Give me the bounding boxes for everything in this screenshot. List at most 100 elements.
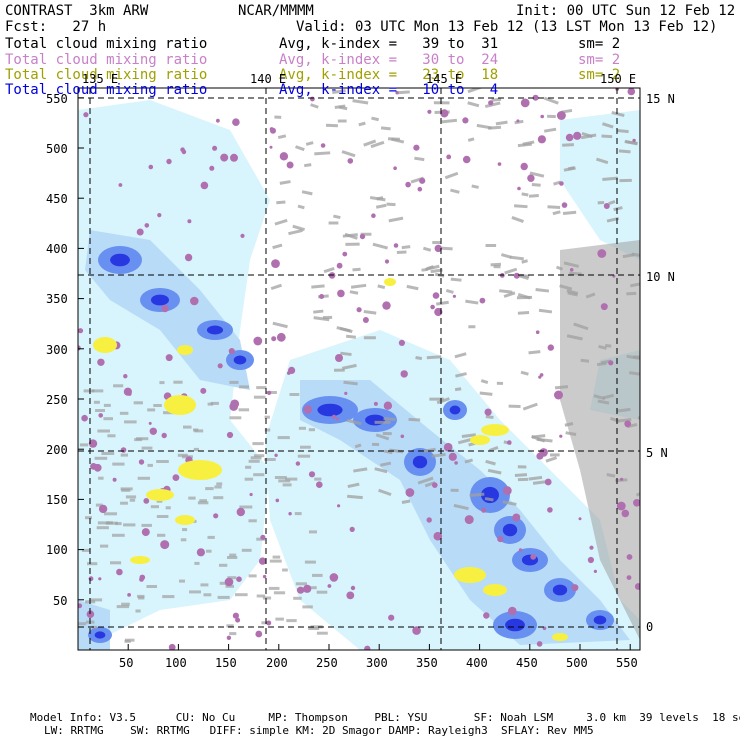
cloud-streak-gray: [495, 120, 508, 126]
cloud-streak-gray: [500, 253, 512, 259]
cloud-streak-gray: [297, 204, 305, 210]
cloud-streak-gray: [193, 447, 199, 451]
y-tick-450: 450: [46, 192, 68, 206]
cloud-streak-gray: [517, 142, 532, 148]
cloud-region-yellow: [481, 424, 509, 436]
cloud-cell-purple: [172, 474, 180, 481]
y-tick-50: 50: [53, 594, 68, 608]
cloud-cell-purple: [138, 459, 145, 465]
cloud-streak-gray: [293, 596, 302, 600]
cloud-streak-gray: [349, 290, 359, 295]
cloud-streak-gray: [87, 562, 98, 566]
cloud-streak-gray: [173, 380, 183, 384]
cloud-streak-gray: [203, 593, 212, 597]
cloud-streak-gray: [206, 549, 212, 553]
cloud-streak-gray: [316, 631, 328, 635]
cloud-streak-gray: [248, 519, 257, 523]
cloud-cell-purple: [98, 577, 102, 581]
cloud-streak-gray: [354, 443, 362, 449]
cloud-cell-purple: [547, 344, 554, 351]
cloud-streak-gray: [136, 437, 149, 441]
cloud-streak-gray: [147, 408, 156, 412]
cloud-streak-gray: [545, 456, 558, 463]
cloud-cell-purple: [136, 228, 144, 236]
cloud-streak-gray: [595, 157, 609, 165]
cloud-streak-gray: [227, 556, 238, 559]
cloud-streak-gray: [484, 101, 501, 109]
cloud-streak-gray: [119, 411, 129, 415]
legend-range-3: Avg, k-index = 23 to 18: [279, 67, 499, 83]
cloud-streak-gray: [153, 404, 162, 407]
cloud-streak-gray: [256, 594, 266, 598]
cloud-cell-purple: [432, 482, 438, 488]
cloud-cell-purple: [297, 586, 305, 594]
cloud-cell-purple: [112, 477, 117, 482]
cloud-cell-purple: [559, 181, 564, 186]
legend-range-2: Avg, k-index = 30 to 24: [279, 52, 499, 68]
cloud-streak-gray: [141, 523, 152, 527]
cloud-streak-gray: [163, 411, 175, 415]
cloud-cell-purple: [303, 405, 313, 414]
cloud-cell-purple: [405, 488, 415, 497]
cloud-streak-gray: [264, 458, 276, 461]
x-tick-250: 250: [316, 656, 338, 670]
cloud-streak-gray: [274, 218, 288, 226]
cloud-streak-gray: [89, 598, 103, 602]
cloud-streak-gray: [248, 459, 260, 463]
cloud-streak-gray: [313, 316, 330, 322]
cloud-streak-gray: [426, 265, 434, 271]
cloud-streak-gray: [286, 619, 297, 623]
cloud-cell-purple: [537, 135, 547, 144]
cloud-streak-gray: [83, 389, 95, 393]
cloud-streak-gray: [216, 482, 223, 486]
lon-label-140: 140 E: [250, 72, 287, 86]
cloud-streak-gray: [547, 114, 556, 119]
cloud-cell-purple: [337, 504, 341, 508]
cloud-streak-gray: [552, 210, 561, 216]
cloud-cell-purple: [632, 138, 636, 143]
lat-label-10n: 10 N: [646, 270, 675, 284]
cloud-streak-gray: [262, 596, 272, 600]
cloud-streak-gray: [110, 561, 122, 565]
cloud-streak-gray: [343, 380, 358, 386]
cloud-cell-purple: [226, 431, 234, 439]
cloud-cell-purple: [384, 259, 390, 264]
cloud-cell-purple: [433, 531, 443, 541]
cloud-field-shading: [78, 88, 640, 650]
cloud-streak-gray: [300, 445, 311, 449]
cloud-streak-gray: [137, 594, 145, 598]
cloud-streak-gray: [188, 496, 196, 500]
cloud-cell-purple: [78, 328, 84, 334]
cloud-streak-gray: [517, 310, 530, 315]
cloud-streak-gray: [133, 401, 143, 405]
x-tick-150: 150: [215, 656, 237, 670]
cloud-cell-purple: [209, 165, 215, 171]
lat-label-5n: 5 N: [646, 446, 668, 460]
cloud-cell-purple: [118, 183, 123, 187]
cloud-cell-purple: [561, 202, 568, 208]
cloud-cell-purple: [373, 401, 378, 406]
cloud-streak-gray: [441, 118, 458, 124]
cloud-region-yellow: [175, 515, 195, 525]
cloud-cell-purple: [303, 584, 312, 593]
cloud-streak-gray: [334, 104, 346, 109]
cloud-cell-purple: [274, 453, 278, 457]
cloud-cell-purple: [488, 100, 494, 106]
cloud-streak-gray: [408, 417, 421, 422]
cloud-cell-purple: [184, 253, 193, 262]
cloud-streak-gray: [345, 242, 360, 246]
cloud-cell-purple: [359, 233, 366, 240]
cloud-cell-purple: [335, 354, 343, 362]
cloud-streak-gray: [295, 582, 307, 586]
cloud-cell-purple: [350, 585, 356, 591]
y-tick-550: 550: [46, 92, 68, 106]
cloud-cell-purple: [260, 534, 266, 540]
cloud-streak-gray: [444, 171, 459, 180]
cloud-cell-purple: [262, 574, 267, 579]
cloud-streak-gray: [436, 397, 450, 405]
cloud-streak-gray: [502, 500, 517, 506]
cloud-streak-gray: [601, 122, 614, 129]
y-tick-150: 150: [46, 493, 68, 507]
cloud-cell-purple: [166, 158, 172, 165]
cloud-cell-purple: [316, 481, 323, 489]
